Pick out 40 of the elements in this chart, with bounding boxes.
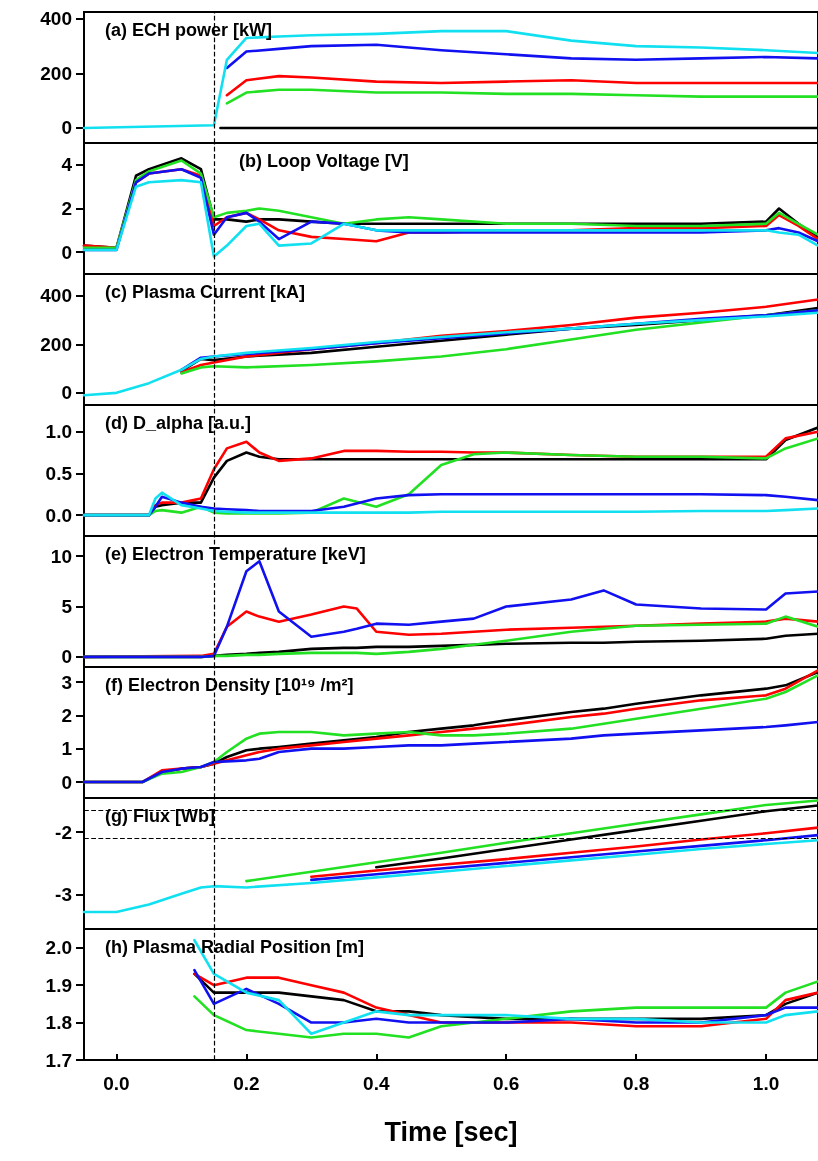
y-tick-label: 0	[61, 117, 72, 139]
y-tick-label: 0	[61, 382, 72, 404]
y-tick-label: 4	[61, 154, 73, 176]
chart-title: (d) D_alpha [a.u.]	[105, 413, 252, 433]
x-tick-label: 0.6	[493, 1073, 520, 1094]
text: (g) Flux [Wb]	[105, 806, 215, 826]
y-tick-label: 1	[61, 738, 73, 760]
chart-title: (b) Loop Voltage [V]	[239, 151, 409, 171]
y-tick-label: 0.0	[45, 504, 72, 526]
y-tick-label: 1.8	[45, 1012, 72, 1034]
y-tick-label: 1.0	[45, 421, 72, 443]
y-tick-label: 1.7	[45, 1049, 72, 1071]
x-tick-label: 1.0	[752, 1073, 780, 1094]
y-tick-label: 200	[40, 333, 72, 355]
y-tick-label: 0.5	[45, 462, 73, 484]
x-axis-title: Time [sec]	[384, 1116, 518, 1147]
y-tick-label: 2.0	[45, 937, 72, 959]
chart-title: (h) Plasma Radial Position [m]	[105, 937, 365, 957]
text: (e) Electron Temperature [keV]	[105, 544, 366, 564]
y-tick-label: 0	[61, 771, 72, 793]
chart-title: (a) ECH power [kW]	[105, 20, 273, 40]
y-tick-label: -3	[55, 884, 72, 906]
y-tick-label: 400	[40, 285, 72, 307]
x-tick-label: 0.2	[233, 1073, 260, 1094]
chart-title: (c) Plasma Current [kA]	[105, 282, 306, 302]
y-tick-label: 3	[61, 671, 72, 693]
y-tick-label: 2	[61, 198, 72, 219]
x-tick-label: 0.0	[103, 1073, 130, 1094]
chart-title: (f) Electron Density [10¹⁹ /m²]	[105, 675, 354, 695]
y-tick-label: 200	[40, 62, 72, 84]
y-tick-label: 400	[40, 8, 72, 30]
y-tick-label: 5	[61, 596, 73, 618]
y-tick-label: 10	[50, 545, 72, 567]
x-tick-label: 0.8	[622, 1073, 650, 1094]
y-tick-label: 1.9	[45, 974, 72, 996]
y-tick-label: 0	[61, 241, 72, 263]
x-tick-label: 0.4	[363, 1073, 390, 1094]
y-tick-label: -2	[55, 821, 72, 843]
y-tick-label: 0	[61, 646, 72, 668]
y-tick-label: 2	[61, 704, 72, 726]
